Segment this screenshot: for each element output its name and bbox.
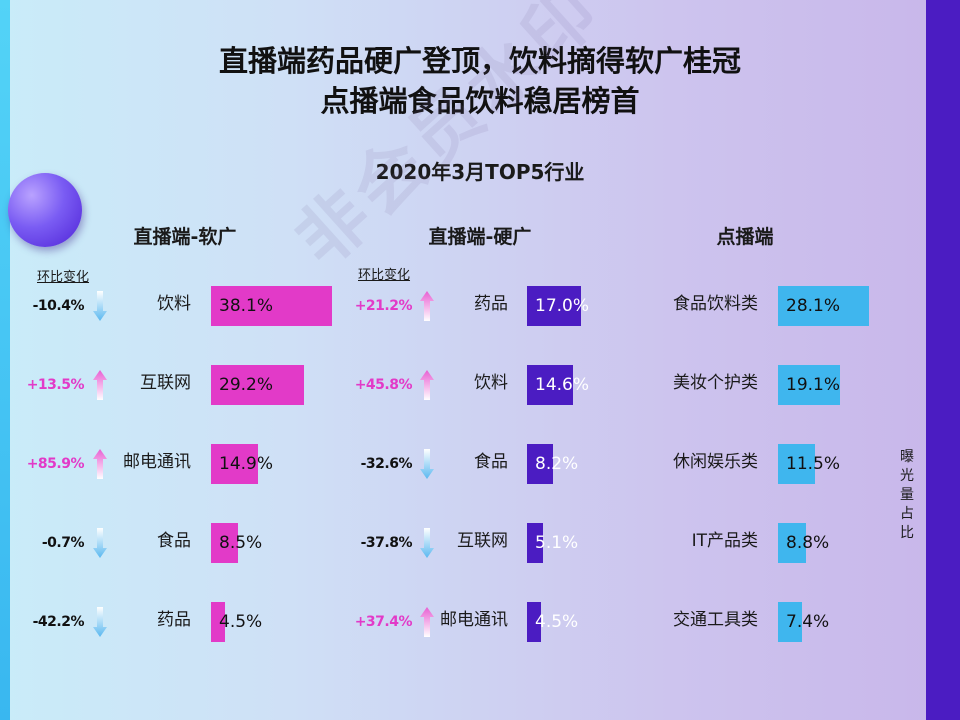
category-label-vod: 交通工具类	[673, 610, 758, 630]
bar-value-label-vod: 11.5%	[786, 454, 841, 474]
bar-value-label-live-hard: 8.2%	[535, 454, 579, 474]
change-value-live-hard: +21.2%	[354, 298, 413, 314]
change-value-live-soft: +13.5%	[26, 377, 85, 393]
headline-line-1: 直播端药品硬广登顶，饮料摘得软广桂冠	[218, 44, 741, 78]
bar-value-label-live-hard: 5.1%	[535, 533, 579, 553]
category-label-live-hard: 药品	[474, 294, 508, 314]
category-label-live-hard: 饮料	[474, 373, 508, 393]
change-value-live-hard: +37.4%	[354, 614, 413, 630]
change-value-live-hard: -32.6%	[360, 456, 413, 472]
category-label-live-hard: 互联网	[457, 531, 508, 551]
arrow-up-icon-live-hard-1	[420, 370, 434, 400]
category-label-live-soft: 互联网	[140, 373, 191, 393]
change-value-live-soft: -0.7%	[41, 535, 85, 551]
category-label-live-soft: 饮料	[157, 294, 191, 314]
category-label-live-soft: 邮电通讯	[123, 452, 191, 472]
bar-live-hard	[527, 602, 541, 642]
bar-live-soft	[211, 523, 238, 563]
change-value-live-soft: -42.2%	[32, 614, 85, 630]
bar-live-soft	[211, 365, 304, 405]
category-label-vod: 食品饮料类	[673, 294, 758, 314]
bar-live-soft	[211, 444, 258, 484]
bar-vod	[778, 286, 869, 326]
category-label-live-hard: 邮电通讯	[440, 610, 508, 630]
category-label-vod: IT产品类	[691, 531, 758, 551]
bar-vod	[778, 444, 815, 484]
headline-line-2: 点播端食品饮料稳居榜首	[320, 84, 640, 118]
bar-live-soft	[211, 286, 332, 326]
change-header-live-soft: 环比变化	[37, 270, 90, 285]
panel-title-vod: 点播端	[716, 226, 774, 248]
bar-value-label-vod: 8.8%	[786, 533, 830, 553]
bar-vod	[778, 602, 802, 642]
change-value-live-soft: -10.4%	[32, 298, 85, 314]
bar-value-label-live-hard: 17.0%	[535, 296, 590, 316]
bar-live-hard	[527, 444, 553, 484]
panel-title-live-hard: 直播端-硬广	[428, 226, 532, 248]
category-label-live-soft: 食品	[157, 531, 191, 551]
category-label-vod: 休闲娱乐类	[673, 452, 758, 472]
arrow-down-icon-live-soft-0	[93, 291, 107, 321]
bar-value-label-live-hard: 4.5%	[535, 612, 579, 632]
arrow-up-icon-live-hard-0	[420, 291, 434, 321]
bar-value-label-vod: 19.1%	[786, 375, 841, 395]
category-label-live-hard: 食品	[474, 452, 508, 472]
category-label-vod: 美妆个护类	[673, 373, 758, 393]
change-header-live-hard: 环比变化	[358, 268, 411, 283]
bar-value-label-live-soft: 38.1%	[219, 296, 274, 316]
right-accent-strip	[926, 0, 960, 720]
bar-value-label-vod: 28.1%	[786, 296, 841, 316]
bar-vod	[778, 523, 806, 563]
bar-value-label-live-hard: 14.6%	[535, 375, 590, 395]
arrow-up-icon-live-soft-2	[93, 449, 107, 479]
arrow-down-icon-live-hard-2	[420, 449, 434, 479]
bar-value-label-vod: 7.4%	[786, 612, 830, 632]
arrow-down-icon-live-soft-3	[93, 528, 107, 558]
bar-value-label-live-soft: 8.5%	[219, 533, 263, 553]
panel-title-live-soft: 直播端-软广	[133, 226, 237, 248]
exposure-share-label: 曝光量占比	[900, 449, 914, 541]
bar-live-hard	[527, 523, 543, 563]
change-value-live-hard: -37.8%	[360, 535, 413, 551]
bar-vod	[778, 365, 840, 405]
bar-live-soft	[211, 602, 225, 642]
bar-value-label-live-soft: 29.2%	[219, 375, 274, 395]
bar-value-label-live-soft: 14.9%	[219, 454, 274, 474]
arrow-up-icon-live-soft-1	[93, 370, 107, 400]
change-value-live-hard: +45.8%	[354, 377, 413, 393]
change-value-live-soft: +85.9%	[26, 456, 85, 472]
left-accent-strip	[0, 0, 10, 720]
arrow-down-icon-live-hard-3	[420, 528, 434, 558]
bar-live-hard	[527, 286, 581, 326]
bar-value-label-live-soft: 4.5%	[219, 612, 263, 632]
decorative-sphere	[8, 173, 82, 247]
arrow-up-icon-live-hard-4	[420, 607, 434, 637]
chart-subtitle: 2020年3月TOP5行业	[375, 160, 585, 184]
bar-live-hard	[527, 365, 573, 405]
arrow-down-icon-live-soft-4	[93, 607, 107, 637]
category-label-live-soft: 药品	[157, 610, 191, 630]
